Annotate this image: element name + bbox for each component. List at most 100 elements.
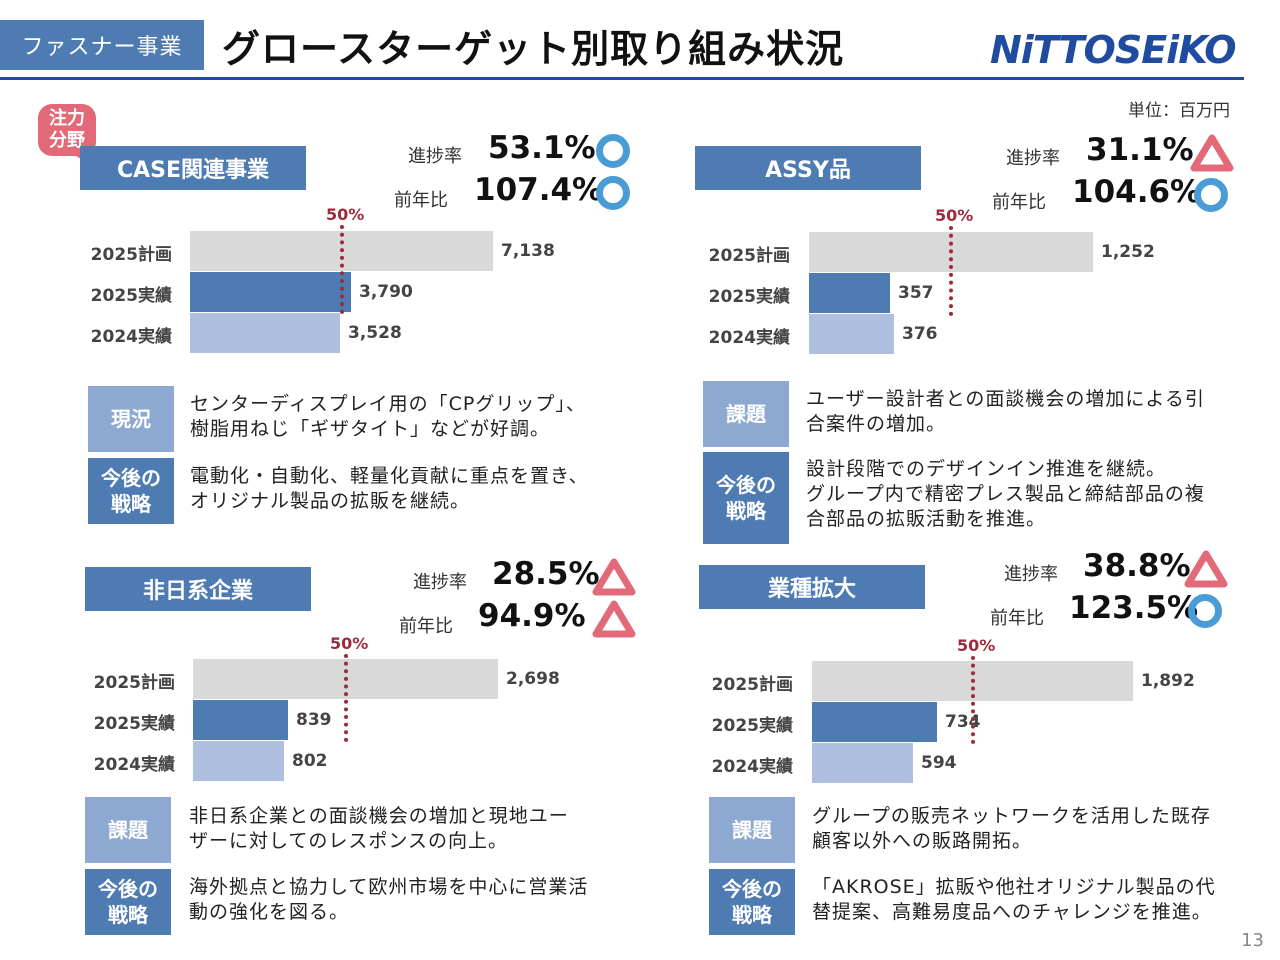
- chart-category-label: 2025計画: [93, 673, 175, 693]
- yoy-label: 前年比: [394, 190, 448, 211]
- fifty-percent-label: 50%: [330, 634, 369, 653]
- chart-category-label: 2025実績: [708, 287, 790, 307]
- strategy-label-line: 戦略: [726, 499, 766, 523]
- chart-value-label: 1,252: [1101, 242, 1155, 262]
- yoy-value: 123.5%: [1069, 590, 1199, 626]
- strategy-label: 今後の 戦略: [85, 869, 171, 935]
- yoy-label: 前年比: [992, 192, 1046, 213]
- progress-label: 進捗率: [1006, 148, 1060, 169]
- status-label: 課題: [703, 381, 789, 447]
- focus-badge-line1: 注力: [49, 108, 85, 129]
- strategy-text-line: 替提案、高難易度品へのチャレンジを推進。: [812, 901, 1212, 923]
- strategy-label-line: 戦略: [111, 492, 151, 516]
- status-text-line: 樹脂用ねじ「ギザタイト」などが好調。: [190, 418, 551, 440]
- chart-value-label: 1,892: [1141, 671, 1195, 691]
- chart-category-label: 2025実績: [93, 714, 175, 734]
- focus-badge-line2: 分野: [49, 130, 85, 151]
- strategy-text-line: 設計段階でのデザインイン推進を継続。: [806, 458, 1167, 480]
- chart-category-label: 2024実績: [93, 755, 175, 775]
- strategy-text-line: 合部品の拡販活動を推進。: [806, 508, 1047, 530]
- strategy-text: 「AKROSE」拡販や他社オリジナル製品の代 替提案、高難易度品へのチャレンジを推…: [812, 875, 1252, 925]
- strategy-text-line: 海外拠点と協力して欧州市場を中心に営業活: [189, 876, 589, 898]
- chart-value-label: 357: [898, 283, 934, 303]
- strategy-text: 海外拠点と協力して欧州市場を中心に営業活 動の強化を図る。: [189, 875, 629, 925]
- chart-value-label: 3,528: [348, 323, 402, 343]
- chart-category-label: 2025実績: [711, 716, 793, 736]
- segment-tag: ファスナー事業: [0, 20, 204, 70]
- status-label: 課題: [85, 797, 171, 863]
- progress-label: 進捗率: [1004, 564, 1058, 585]
- chart-bar: [190, 272, 351, 312]
- section-title: 業種拡大: [699, 565, 925, 609]
- yoy-value: 107.4%: [474, 172, 604, 208]
- status-text: ユーザー設計者との面談機会の増加による引 合案件の増加。: [806, 387, 1246, 437]
- status-text: グループの販売ネットワークを活用した既存 顧客以外への販路開拓。: [812, 804, 1252, 854]
- strategy-label-line: 今後の: [101, 466, 161, 490]
- strategy-label-line: 今後の: [716, 473, 776, 497]
- section-title: CASE関連事業: [80, 146, 306, 190]
- chart-category-label: 2025計画: [708, 246, 790, 266]
- chart-category-label: 2025実績: [90, 286, 172, 306]
- status-text-line: 非日系企業との面談機会の増加と現地ユー: [189, 805, 569, 827]
- strategy-label-line: 今後の: [98, 877, 158, 901]
- strategy-label: 今後の 戦略: [709, 869, 795, 935]
- chart-bar: [193, 700, 288, 740]
- chart-value-label: 3,790: [359, 282, 413, 302]
- chart-category-label: 2025計画: [90, 245, 172, 265]
- progress-value: 53.1%: [488, 130, 596, 166]
- triangle-mark-icon: [592, 600, 636, 638]
- strategy-label-line: 戦略: [732, 903, 772, 927]
- fifty-percent-label: 50%: [326, 205, 365, 224]
- page-title: グロースターゲット別取り組み状況: [222, 27, 845, 71]
- strategy-text: 設計段階でのデザインイン推進を継続。グループ内で精密プレス製品と締結部品の複 合部…: [806, 457, 1246, 532]
- company-logo: NiTTOSEiKO: [990, 28, 1237, 72]
- progress-value: 38.8%: [1083, 548, 1191, 584]
- circle-mark-icon: [596, 134, 630, 168]
- chart-value-label: 734: [945, 712, 981, 732]
- status-text-line: ユーザー設計者との面談機会の増加による引: [806, 388, 1205, 410]
- focus-badge: 注力 分野: [38, 104, 96, 156]
- chart-bar: [809, 273, 890, 313]
- strategy-text-line: 電動化・自動化、軽量化貢献に重点を置き、: [190, 465, 589, 487]
- status-text-line: ザーに対してのレスポンスの向上。: [189, 830, 509, 852]
- page-number: 13: [1241, 930, 1264, 951]
- yoy-value: 104.6%: [1072, 174, 1202, 210]
- progress-label: 進捗率: [413, 572, 467, 593]
- status-text: センターディスプレイ用の「CPグリップ」、 樹脂用ねじ「ギザタイト」などが好調。: [190, 392, 630, 442]
- strategy-text-line: 「AKROSE」拡販や他社オリジナル製品の代: [812, 876, 1216, 898]
- chart-value-label: 839: [296, 710, 332, 730]
- chart-category-label: 2025計画: [711, 675, 793, 695]
- fifty-percent-line: [949, 226, 953, 316]
- yoy-label: 前年比: [399, 616, 453, 637]
- fifty-percent-line: [340, 225, 344, 314]
- chart-category-label: 2024実績: [711, 757, 793, 777]
- chart-bar: [812, 743, 913, 783]
- yoy-label: 前年比: [990, 608, 1044, 629]
- progress-value: 31.1%: [1086, 132, 1194, 168]
- circle-mark-icon: [1188, 594, 1222, 628]
- triangle-mark-icon: [1190, 134, 1234, 172]
- section-title: ASSY品: [695, 146, 921, 190]
- strategy-label: 今後の 戦略: [88, 458, 174, 524]
- status-text-line: センターディスプレイ用の「CPグリップ」、: [190, 393, 586, 415]
- status-label: 現況: [88, 386, 174, 452]
- strategy-text-line: グループ内で精密プレス製品と締結部品の複: [806, 483, 1205, 505]
- chart-value-label: 7,138: [501, 241, 555, 261]
- unit-label: 単位：百万円: [1128, 101, 1230, 121]
- progress-label: 進捗率: [408, 146, 462, 167]
- section-title: 非日系企業: [85, 567, 311, 611]
- strategy-label-line: 戦略: [108, 903, 148, 927]
- strategy-label: 今後の 戦略: [703, 452, 789, 544]
- strategy-text: 電動化・自動化、軽量化貢献に重点を置き、 オリジナル製品の拡販を継続。: [190, 464, 630, 514]
- status-text-line: グループの販売ネットワークを活用した既存: [812, 805, 1211, 827]
- status-text-line: 合案件の増加。: [806, 413, 947, 435]
- status-text-line: 顧客以外への販路開拓。: [812, 830, 1033, 852]
- triangle-mark-icon: [1184, 550, 1228, 588]
- chart-value-label: 376: [902, 324, 938, 344]
- fifty-percent-label: 50%: [935, 206, 974, 225]
- progress-value: 28.5%: [492, 556, 600, 592]
- header-divider: [0, 77, 1244, 80]
- fifty-percent-line: [344, 654, 348, 742]
- chart-bar: [812, 702, 937, 742]
- fifty-percent-label: 50%: [957, 636, 996, 655]
